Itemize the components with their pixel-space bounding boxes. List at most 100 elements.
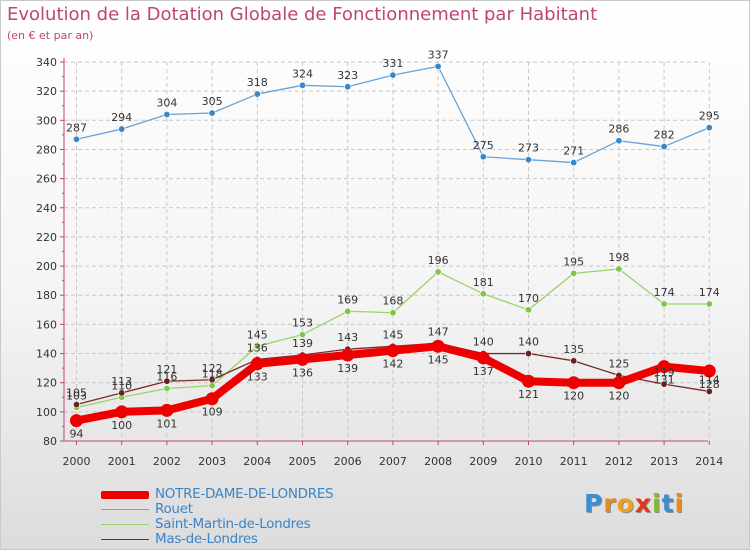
data-point <box>660 380 668 388</box>
x-tick-label: 2001 <box>108 455 136 468</box>
data-point <box>612 376 626 390</box>
data-point <box>344 307 352 315</box>
data-label: 133 <box>247 371 268 384</box>
y-tick-label: 120 <box>36 377 57 390</box>
y-tick-label: 240 <box>36 202 57 215</box>
data-label: 119 <box>654 366 675 379</box>
data-label: 125 <box>608 357 629 370</box>
data-label: 282 <box>654 129 675 142</box>
data-point <box>118 125 126 133</box>
data-label: 145 <box>428 353 449 366</box>
x-tick-label: 2013 <box>650 455 678 468</box>
data-point <box>524 350 532 358</box>
logo-letter: o <box>616 489 635 518</box>
x-tick-label: 2012 <box>605 455 633 468</box>
data-label: 143 <box>337 331 358 344</box>
data-label: 103 <box>66 389 87 402</box>
data-label: 287 <box>66 121 87 134</box>
x-tick-label: 2003 <box>198 455 226 468</box>
data-point <box>434 268 442 276</box>
legend-swatch <box>101 538 149 541</box>
x-tick-label: 2010 <box>515 455 543 468</box>
y-tick-label: 220 <box>36 231 57 244</box>
data-label: 153 <box>292 317 313 330</box>
data-label: 170 <box>518 292 539 305</box>
x-tick-label: 2008 <box>424 455 452 468</box>
data-label: 140 <box>518 336 539 349</box>
data-point <box>208 376 216 384</box>
data-label: 198 <box>608 251 629 264</box>
data-point <box>524 306 532 314</box>
data-point <box>522 374 535 388</box>
data-point <box>163 377 171 385</box>
data-label: 110 <box>111 379 132 392</box>
data-point <box>657 360 671 374</box>
data-label: 100 <box>111 419 132 432</box>
data-label: 174 <box>699 286 720 299</box>
data-point <box>115 405 129 419</box>
data-label: 168 <box>382 295 403 308</box>
y-tick-label: 200 <box>36 260 57 273</box>
data-point <box>163 385 171 393</box>
legend-item: Mas-de-Londres <box>101 532 333 547</box>
series-notre-dame-de-londres <box>70 339 716 428</box>
data-labels: 287 294 304 305 318 324 323 331 337 275 273 271 286 2… <box>66 48 720 440</box>
data-label: 181 <box>473 276 494 289</box>
data-point <box>344 83 352 91</box>
data-point <box>253 90 261 98</box>
data-label: 169 <box>337 293 358 306</box>
data-point <box>389 309 397 317</box>
y-tick-label: 260 <box>36 173 57 186</box>
data-label: 295 <box>699 110 720 123</box>
legend-label: Rouet <box>155 501 193 517</box>
data-point <box>205 392 219 406</box>
data-label: 121 <box>156 363 177 376</box>
data-label: 128 <box>699 378 720 391</box>
x-tick-label: 2005 <box>289 455 317 468</box>
data-point <box>386 344 400 358</box>
legend-label: NOTRE-DAME-DE-LONDRES <box>155 486 334 502</box>
data-label: 304 <box>156 96 177 109</box>
data-point <box>389 71 397 79</box>
logo-letter: i <box>674 489 685 518</box>
data-label: 273 <box>518 142 539 155</box>
data-label: 139 <box>337 362 358 375</box>
legend-item: Rouet <box>101 502 333 517</box>
data-point <box>705 124 713 132</box>
data-point <box>160 403 174 417</box>
logo-letter: P <box>584 489 604 518</box>
data-point <box>702 364 716 378</box>
data-label: 195 <box>563 255 584 268</box>
x-tick-label: 2004 <box>243 455 271 468</box>
data-point <box>250 357 264 371</box>
data-label: 114 <box>699 373 720 386</box>
data-label: 118 <box>202 368 223 381</box>
data-label: 331 <box>382 57 403 70</box>
data-label: 122 <box>202 362 223 375</box>
grid-lines: 80 100 120 140 160 180 200 220 240 260 280 300 320 34… <box>36 56 723 468</box>
legend-swatch <box>101 523 149 526</box>
data-label: 105 <box>66 387 87 400</box>
x-tick-label: 2014 <box>695 455 723 468</box>
data-label: 174 <box>654 286 675 299</box>
data-point <box>208 109 216 117</box>
x-tick-label: 2009 <box>469 455 497 468</box>
data-point <box>431 339 445 353</box>
legend: NOTRE-DAME-DE-LONDRES Rouet Saint-Martin-d… <box>101 486 334 547</box>
data-point <box>660 143 668 151</box>
data-point <box>208 382 216 390</box>
data-label: 136 <box>247 341 268 354</box>
y-tick-label: 180 <box>36 289 57 302</box>
data-point <box>570 269 578 277</box>
data-label: 120 <box>608 390 629 403</box>
chart-title: Evolution de la Dotation Globale de Fonc… <box>7 4 598 25</box>
data-point <box>705 387 713 395</box>
y-tick-label: 160 <box>36 318 57 331</box>
data-label: 145 <box>382 328 403 341</box>
data-point <box>479 153 487 161</box>
data-point <box>296 352 309 366</box>
legend-item: Saint-Martin-de-Londres <box>101 517 333 532</box>
y-tick-label: 140 <box>36 348 57 361</box>
data-point <box>163 110 171 118</box>
